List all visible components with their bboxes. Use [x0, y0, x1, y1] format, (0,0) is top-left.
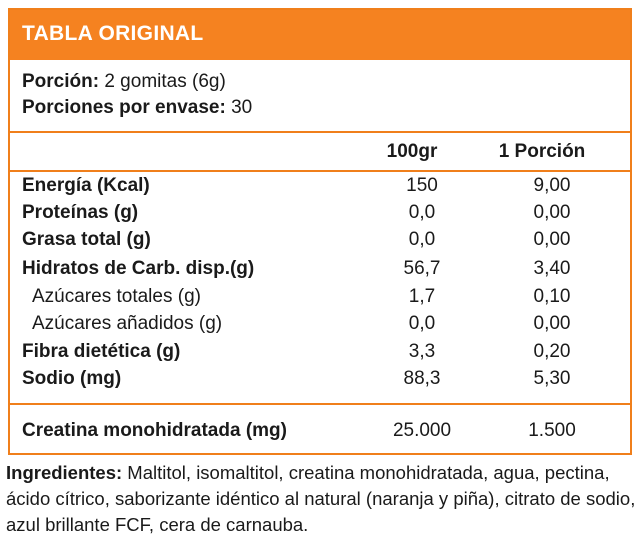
nutrient-label: Azúcares añadidos (g)	[32, 313, 223, 334]
value-portion: 0,00	[533, 313, 571, 334]
divider	[10, 170, 630, 172]
nutrient-label: Sodio (mg)	[22, 368, 122, 389]
per-container-value: 30	[225, 97, 253, 118]
nutrient-label: Hidratos de Carb. disp.(g)	[22, 258, 255, 279]
value-100gr: 56,7	[403, 258, 441, 279]
divider	[10, 403, 630, 405]
nutrient-label: Proteínas (g)	[22, 202, 139, 223]
value-100gr: 150	[406, 175, 438, 196]
nutrient-row-energy: Energía (Kcal) 150 9,00	[22, 175, 622, 202]
nutrient-row-protein: Proteínas (g) 0,0 0,00	[22, 202, 622, 229]
nutrient-label: Azúcares totales (g)	[32, 286, 201, 307]
nutrient-row-creatine: Creatina monohidratada (mg) 25.000 1.500	[22, 420, 622, 447]
ingredients-text: Ingredientes: Maltitol, isomaltitol, cre…	[6, 460, 636, 538]
per-container-label: Porciones por envase:	[22, 97, 226, 118]
divider	[10, 131, 630, 133]
nutrient-label: Energía (Kcal)	[22, 175, 150, 196]
portion-line: Porción: 2 gomitas (6g)	[22, 71, 226, 93]
nutrient-label: Grasa total (g)	[22, 229, 151, 250]
nutrient-row-fat: Grasa total (g) 0,0 0,00	[22, 229, 622, 256]
ingredients-list: Maltitol, isomaltitol, creatina monohidr…	[6, 462, 636, 535]
value-100gr: 0,0	[408, 229, 436, 250]
nutrient-label: Fibra dietética (g)	[22, 341, 181, 362]
value-100gr: 25.000	[392, 420, 452, 441]
value-portion: 9,00	[533, 175, 571, 196]
nutrient-row-total-sugars: Azúcares totales (g) 1,7 0,10	[22, 286, 622, 313]
nutrient-row-fiber: Fibra dietética (g) 3,3 0,20	[22, 341, 622, 368]
value-portion: 0,00	[533, 202, 571, 223]
nutrient-label: Creatina monohidratada (mg)	[22, 420, 287, 441]
value-100gr: 0,0	[408, 313, 436, 334]
value-portion: 0,10	[533, 286, 571, 307]
table-title: TABLA ORIGINAL	[22, 22, 204, 45]
value-portion: 0,00	[533, 229, 571, 250]
portion-value: 2 gomitas (6g)	[99, 71, 226, 92]
value-portion: 0,20	[533, 341, 571, 362]
column-header-portion: 1 Porción	[498, 141, 586, 162]
ingredients-label: Ingredientes:	[6, 462, 123, 483]
nutrient-row-sodium: Sodio (mg) 88,3 5,30	[22, 368, 622, 395]
value-portion: 5,30	[533, 368, 571, 389]
value-100gr: 1,7	[408, 286, 436, 307]
value-portion: 3,40	[533, 258, 571, 279]
portion-label: Porción:	[22, 71, 100, 92]
value-100gr: 3,3	[408, 341, 436, 362]
value-portion: 1.500	[528, 420, 576, 441]
column-header-100gr: 100gr	[386, 141, 438, 162]
table-header: TABLA ORIGINAL	[10, 10, 630, 60]
per-container-line: Porciones por envase: 30	[22, 97, 252, 119]
nutrient-row-added-sugars: Azúcares añadidos (g) 0,0 0,00	[22, 313, 622, 340]
value-100gr: 0,0	[408, 202, 436, 223]
nutrition-table: TABLA ORIGINAL Porción: 2 gomitas (6g) P…	[8, 8, 632, 455]
nutrient-row-carbs: Hidratos de Carb. disp.(g) 56,7 3,40	[22, 258, 622, 285]
value-100gr: 88,3	[403, 368, 441, 389]
